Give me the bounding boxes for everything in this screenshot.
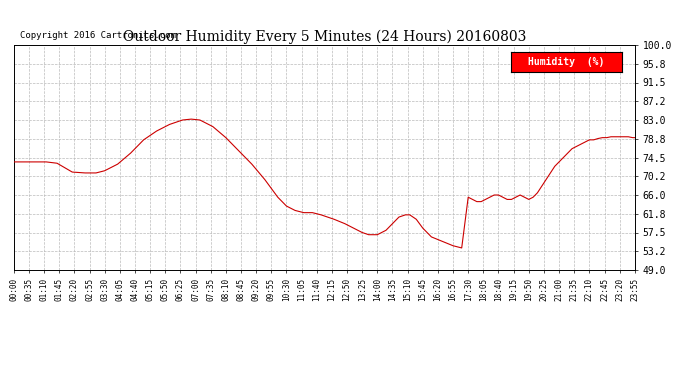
Text: Copyright 2016 Cartronics.com: Copyright 2016 Cartronics.com: [20, 32, 176, 40]
Title: Outdoor Humidity Every 5 Minutes (24 Hours) 20160803: Outdoor Humidity Every 5 Minutes (24 Hou…: [123, 30, 526, 44]
